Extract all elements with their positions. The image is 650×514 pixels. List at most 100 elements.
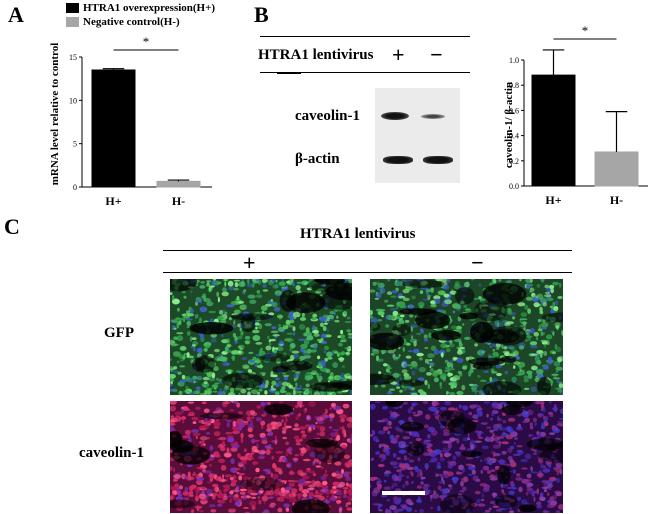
cell xyxy=(243,506,249,509)
cell xyxy=(402,436,411,440)
cell xyxy=(541,479,549,484)
cell xyxy=(400,443,406,449)
cell xyxy=(440,279,443,281)
micro-row-label-gfp: GFP xyxy=(104,325,134,341)
cell xyxy=(264,323,272,327)
cell xyxy=(335,492,343,496)
cell xyxy=(442,428,450,434)
cell xyxy=(386,304,395,307)
gap xyxy=(189,322,234,335)
cell xyxy=(320,466,324,469)
gap xyxy=(230,313,274,321)
cell xyxy=(271,455,275,460)
cell xyxy=(313,344,317,350)
cell xyxy=(464,336,471,340)
cell xyxy=(286,462,292,469)
cell xyxy=(526,370,533,375)
cell xyxy=(370,326,373,333)
cell xyxy=(441,497,445,502)
cell xyxy=(210,280,218,287)
cell xyxy=(549,413,554,418)
cell xyxy=(517,302,526,307)
cell xyxy=(549,284,555,289)
cell xyxy=(492,432,495,438)
cell xyxy=(550,500,558,506)
cell xyxy=(316,453,325,460)
cell xyxy=(328,375,334,380)
cell xyxy=(276,314,284,319)
gap xyxy=(454,287,475,305)
gap xyxy=(170,499,195,509)
cell xyxy=(408,416,412,421)
cell xyxy=(304,424,311,428)
cell xyxy=(231,350,236,355)
scale-bar xyxy=(382,491,425,495)
gap xyxy=(472,361,493,370)
cell xyxy=(275,481,283,487)
cell xyxy=(179,317,186,321)
cell xyxy=(333,405,341,411)
cell xyxy=(449,437,456,442)
cell xyxy=(245,341,250,345)
cell xyxy=(411,335,414,340)
cell xyxy=(430,498,433,502)
cell xyxy=(383,426,389,431)
cell xyxy=(286,337,294,343)
cell xyxy=(170,419,176,423)
cell xyxy=(251,279,257,282)
cell xyxy=(312,329,319,334)
cell xyxy=(411,285,418,289)
cell xyxy=(178,390,183,395)
cell xyxy=(234,336,238,341)
cell xyxy=(205,344,210,349)
micro-minus-label: − xyxy=(471,250,484,275)
cell xyxy=(305,445,311,451)
cell xyxy=(318,492,324,496)
gap xyxy=(291,499,330,513)
cell xyxy=(308,484,316,488)
cell xyxy=(525,479,532,482)
cell xyxy=(525,491,529,496)
cell xyxy=(214,382,220,385)
cell xyxy=(247,391,251,395)
cell xyxy=(281,429,287,434)
cell xyxy=(536,350,544,355)
cell xyxy=(517,496,522,501)
cell xyxy=(312,313,318,318)
cell xyxy=(172,325,176,329)
cell xyxy=(237,453,241,459)
cell xyxy=(275,377,280,381)
cell xyxy=(191,429,199,433)
cell xyxy=(530,466,533,472)
cell xyxy=(529,425,534,430)
cell xyxy=(540,327,548,330)
x-tick-label: H+ xyxy=(105,194,121,208)
cell xyxy=(312,473,317,477)
cell xyxy=(440,424,444,430)
cell xyxy=(264,450,271,454)
cell xyxy=(446,390,449,395)
cell xyxy=(447,464,453,469)
cell xyxy=(261,495,269,502)
cell xyxy=(302,475,310,480)
cell xyxy=(268,339,271,343)
cell xyxy=(452,455,456,461)
cell xyxy=(344,347,351,350)
cell xyxy=(177,307,180,312)
cell xyxy=(543,343,547,348)
cell xyxy=(224,474,232,477)
cell xyxy=(268,312,275,316)
cell xyxy=(350,389,352,395)
cell xyxy=(293,435,300,440)
cell xyxy=(490,469,496,472)
cell xyxy=(555,300,558,306)
cell xyxy=(319,322,325,328)
cell xyxy=(223,279,229,282)
micro-divider-bottom xyxy=(163,272,572,273)
cell xyxy=(263,501,266,505)
cell xyxy=(498,279,502,282)
cell xyxy=(212,390,218,393)
cell xyxy=(272,351,275,358)
cell xyxy=(270,298,273,302)
cell xyxy=(241,290,245,294)
